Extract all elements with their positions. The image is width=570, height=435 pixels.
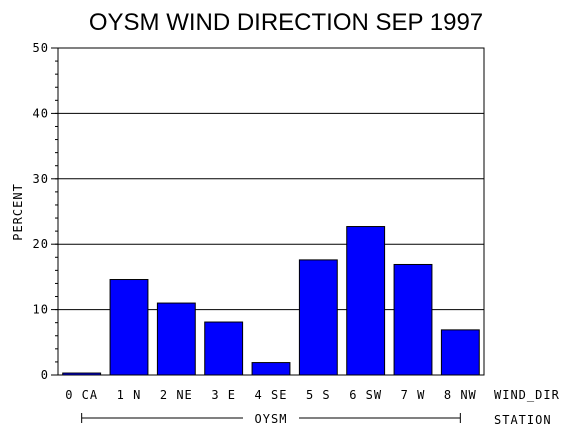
y-tick-label: 50	[33, 41, 49, 55]
x-tick-label: 4 SE	[255, 388, 288, 402]
y-tick-label: 40	[33, 106, 49, 120]
chart-title: OYSM WIND DIRECTION SEP 1997	[89, 9, 483, 36]
x-tick-label: 8 NW	[444, 388, 477, 402]
y-tick-label: 10	[33, 303, 49, 317]
plot-frame	[57, 47, 485, 376]
x-tick-label: 0 CA	[65, 388, 98, 402]
y-tick-label: 0	[41, 368, 49, 382]
plot-area: 0 10 20 30 40 50 0 CA 1 N 2 NE 3 E 4 SE 5 S 6 SW 7 W 8…	[33, 41, 485, 423]
bar	[298, 259, 338, 376]
x-tick-label: 3 E	[211, 388, 236, 402]
bar	[393, 263, 433, 376]
x-tick-label: 2 NE	[160, 388, 193, 402]
bar	[251, 362, 291, 376]
x-tick-label: 6 SW	[349, 388, 382, 402]
y-tick-label: 30	[33, 172, 49, 186]
bar	[156, 302, 196, 376]
bar	[204, 321, 244, 376]
bar	[440, 329, 480, 376]
y-tick-label: 20	[33, 237, 49, 251]
station-group-label: OYSM	[255, 412, 288, 426]
bar	[346, 226, 386, 376]
bar	[109, 279, 149, 376]
x-tick-label: 1 N	[117, 388, 142, 402]
station-axis-label: STATION	[494, 413, 552, 427]
y-axis-label: PERCENT	[11, 183, 25, 241]
x-axis-label: WIND_DIR	[494, 388, 560, 402]
x-tick-label: 5 S	[306, 388, 331, 402]
x-tick-label: 7 W	[401, 388, 426, 402]
